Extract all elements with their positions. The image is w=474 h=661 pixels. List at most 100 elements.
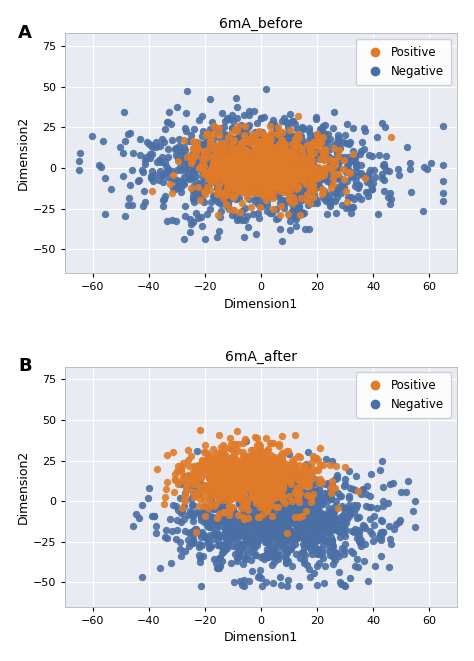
Point xyxy=(259,499,266,510)
Point xyxy=(302,184,310,195)
Point xyxy=(302,505,310,516)
Point xyxy=(295,532,303,543)
Point xyxy=(199,168,207,178)
Point xyxy=(289,141,297,151)
Point xyxy=(282,171,290,181)
Point xyxy=(202,485,210,495)
Point xyxy=(310,198,317,208)
Point xyxy=(293,531,301,542)
Point xyxy=(236,497,243,508)
Point xyxy=(335,163,343,173)
Point xyxy=(303,520,311,531)
Point xyxy=(236,498,243,509)
Point xyxy=(228,460,236,471)
Point xyxy=(296,553,304,563)
Point xyxy=(331,187,339,198)
Point xyxy=(206,512,214,523)
Point xyxy=(249,164,256,175)
Point xyxy=(278,147,286,157)
Point xyxy=(202,182,210,192)
Point xyxy=(326,506,333,517)
Point xyxy=(264,171,272,181)
Point xyxy=(407,187,415,198)
Point xyxy=(236,147,243,157)
Point xyxy=(244,174,252,184)
Point xyxy=(315,527,323,537)
Point xyxy=(206,477,214,488)
Point xyxy=(208,164,215,175)
Point xyxy=(254,154,261,165)
Point xyxy=(305,167,312,177)
Point xyxy=(261,457,268,468)
Point xyxy=(221,479,228,490)
Point xyxy=(194,178,202,188)
Point xyxy=(420,162,428,173)
Point xyxy=(310,524,318,535)
Point xyxy=(222,159,230,169)
Point xyxy=(241,121,249,132)
Point xyxy=(395,170,402,180)
Point xyxy=(159,201,166,212)
Point xyxy=(228,492,236,503)
Point xyxy=(217,476,224,486)
Point xyxy=(284,209,292,219)
Point xyxy=(220,122,228,132)
Point xyxy=(256,176,264,186)
Point xyxy=(223,171,231,181)
Point xyxy=(245,463,253,473)
Point xyxy=(284,511,292,522)
Point xyxy=(334,488,341,498)
Point xyxy=(264,190,272,201)
Point xyxy=(187,451,195,461)
Point xyxy=(237,539,244,549)
Point xyxy=(314,182,322,192)
Point xyxy=(235,121,242,132)
Point xyxy=(254,512,261,523)
Point xyxy=(232,439,239,449)
Point xyxy=(240,182,248,192)
Point xyxy=(255,149,263,159)
Point xyxy=(327,459,334,470)
Point xyxy=(299,509,306,520)
Point xyxy=(286,188,294,198)
Point xyxy=(200,467,208,478)
Point xyxy=(172,500,179,511)
Point xyxy=(237,530,245,541)
Point xyxy=(254,184,262,195)
Point xyxy=(249,445,256,455)
Point xyxy=(201,160,209,171)
Point xyxy=(261,169,268,179)
Point xyxy=(311,473,319,484)
Point xyxy=(202,531,210,542)
Point xyxy=(281,155,288,165)
Point xyxy=(252,501,259,512)
Point xyxy=(281,176,289,186)
Point xyxy=(175,141,183,151)
Point xyxy=(239,486,246,497)
Point xyxy=(190,173,197,183)
Point xyxy=(287,175,295,185)
Point xyxy=(236,547,243,558)
Point xyxy=(257,469,265,480)
Point xyxy=(216,521,223,531)
Point xyxy=(293,165,301,176)
Point xyxy=(204,464,212,475)
Point xyxy=(257,143,264,153)
Point xyxy=(226,466,233,477)
Point xyxy=(274,467,282,477)
Point xyxy=(243,513,251,524)
Point xyxy=(245,465,253,476)
Point xyxy=(289,131,296,141)
Point xyxy=(246,154,254,165)
Point xyxy=(227,133,235,143)
Point xyxy=(377,514,384,525)
Point xyxy=(142,152,150,163)
Point xyxy=(297,481,304,491)
Point xyxy=(206,149,214,160)
Y-axis label: Dimension2: Dimension2 xyxy=(17,116,30,190)
Point xyxy=(257,515,264,525)
Point xyxy=(251,502,258,513)
Point xyxy=(276,500,284,510)
Point xyxy=(339,516,347,527)
Point xyxy=(249,138,256,149)
